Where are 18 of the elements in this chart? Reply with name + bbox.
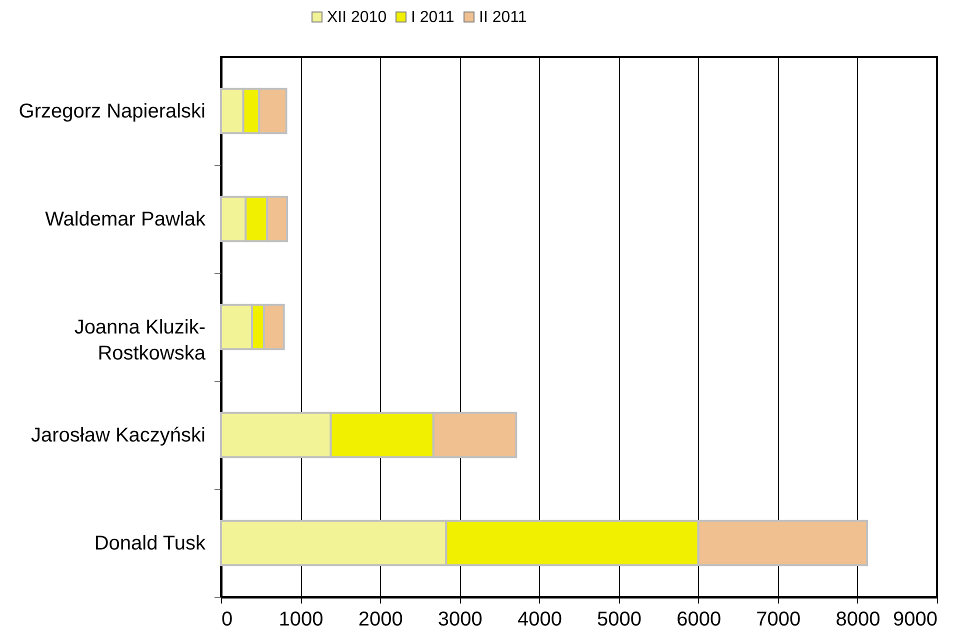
x-tick-label: 1000 bbox=[278, 608, 324, 630]
y-tick-label: Grzegorz Napieralski bbox=[18, 100, 206, 122]
x-tick-label: 4000 bbox=[517, 608, 562, 630]
x-tick-label: 2000 bbox=[358, 608, 403, 630]
legend-label: II 2011 bbox=[479, 9, 527, 26]
x-tick-label: 8000 bbox=[836, 608, 880, 630]
y-tick-label: Waldemar Pawlak bbox=[45, 208, 206, 230]
x-tick-label: 7000 bbox=[756, 608, 801, 630]
y-tick-label: Donald Tusk bbox=[94, 532, 206, 554]
x-tick-label: 5000 bbox=[597, 608, 642, 630]
x-tick-label: 3000 bbox=[438, 608, 482, 630]
legend-label: XII 2010 bbox=[327, 9, 387, 26]
legend-label: I 2011 bbox=[411, 9, 454, 26]
y-tick-label: Joanna Kluzik-Rostkowska bbox=[74, 316, 206, 364]
x-tick-label: 6000 bbox=[676, 608, 722, 630]
x-tick-label: 0 bbox=[222, 608, 233, 630]
x-tick-label: 9000 bbox=[893, 608, 938, 630]
y-tick-label: Jarosław Kaczyński bbox=[30, 424, 206, 446]
